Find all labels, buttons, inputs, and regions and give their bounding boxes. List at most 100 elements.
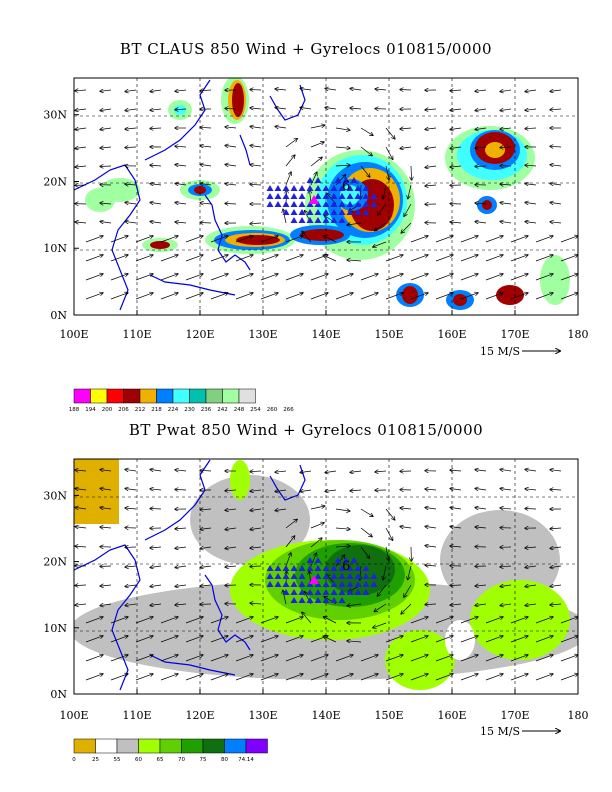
wind-arrow bbox=[235, 636, 253, 643]
gyre-triangle bbox=[338, 209, 346, 215]
lat-tick-label: 20N bbox=[43, 175, 67, 188]
wind-arrow bbox=[285, 274, 303, 281]
wind-arrow bbox=[385, 508, 395, 520]
gyre-triangle bbox=[290, 193, 298, 199]
colorbar-swatch bbox=[205, 388, 223, 404]
colorbar-top: 188 194 200 206 212 218 224 230 236 242 248 254 260 2… bbox=[69, 388, 294, 413]
wind-arrow bbox=[275, 126, 287, 128]
gyre-triangle bbox=[290, 589, 298, 595]
wind-arrow bbox=[385, 127, 395, 139]
gyre-triangle bbox=[274, 201, 282, 207]
wind-arrow bbox=[450, 507, 462, 509]
lon-tick-label: 130E bbox=[248, 709, 277, 722]
wind-arrow bbox=[525, 489, 537, 490]
wind-arrow bbox=[310, 157, 322, 167]
wind-arrow bbox=[378, 203, 387, 215]
wind-arrow bbox=[100, 585, 112, 586]
wind-arrow bbox=[75, 546, 87, 547]
wind-arrow bbox=[275, 509, 287, 511]
gyre-triangle bbox=[282, 573, 290, 579]
wind-arrow bbox=[485, 255, 503, 262]
wind-arrow bbox=[535, 255, 553, 262]
gyre-triangle bbox=[282, 185, 290, 191]
wind-arrow bbox=[360, 508, 373, 516]
wind-arrow bbox=[175, 566, 187, 568]
wind-arrow bbox=[125, 489, 137, 491]
wind-arrow bbox=[150, 165, 162, 166]
wind-arrow bbox=[225, 127, 237, 128]
wind-arrow bbox=[335, 509, 350, 511]
wind-arrow bbox=[200, 547, 212, 549]
wind-arrow bbox=[285, 172, 291, 186]
wind-arrow bbox=[285, 293, 303, 300]
gyre-triangle bbox=[342, 557, 350, 563]
gyre-triangle bbox=[298, 589, 306, 595]
wind-arrow bbox=[235, 293, 253, 300]
gyre-triangle bbox=[346, 573, 354, 579]
wind-arrow bbox=[335, 546, 350, 547]
wind-arrow bbox=[110, 274, 128, 281]
gyre-triangle bbox=[338, 193, 346, 199]
gyre-triangle bbox=[282, 581, 290, 587]
wind-arrow bbox=[250, 603, 262, 604]
gyre-triangle bbox=[322, 565, 330, 571]
wind-arrow bbox=[175, 109, 187, 110]
gyre-triangle bbox=[266, 201, 274, 207]
wind-arrow bbox=[100, 566, 112, 567]
wind-arrow bbox=[260, 655, 278, 662]
gyre-triangle bbox=[346, 581, 354, 587]
gyre-triangle bbox=[266, 565, 274, 571]
wind-arrow bbox=[560, 636, 578, 643]
colorbar-bottom: 0 25 55 60 65 70 75 80 74.14 bbox=[72, 738, 268, 763]
wind-arrow bbox=[185, 236, 203, 243]
gyre-triangle bbox=[298, 217, 306, 223]
vector-reference-top: 15 M/S bbox=[480, 345, 560, 358]
wind-arrow bbox=[310, 506, 325, 510]
wind-arrow bbox=[135, 274, 153, 281]
wind-arrow bbox=[535, 236, 553, 243]
wind-arrow bbox=[200, 470, 212, 471]
wind-arrow bbox=[500, 508, 512, 509]
gyre-triangle bbox=[298, 201, 306, 207]
wind-arrow bbox=[175, 604, 187, 605]
gyre-triangle bbox=[298, 597, 306, 603]
wind-arrow bbox=[85, 255, 103, 262]
gyre-triangle bbox=[290, 597, 298, 603]
colorbar-swatch bbox=[159, 738, 182, 754]
wind-arrow bbox=[360, 274, 378, 281]
gyre-triangle bbox=[338, 201, 346, 207]
wind-arrow bbox=[335, 528, 350, 529]
wind-arrow bbox=[510, 293, 528, 300]
wind-arrow bbox=[335, 655, 353, 662]
gyre-triangle bbox=[330, 565, 338, 571]
wind-arrow bbox=[302, 231, 312, 243]
wind-arrow bbox=[185, 293, 203, 300]
gyre-triangle bbox=[266, 573, 274, 579]
wind-arrow bbox=[475, 527, 487, 528]
wind-arrow bbox=[110, 236, 128, 243]
wind-arrow bbox=[383, 184, 387, 199]
wind-arrow bbox=[285, 236, 303, 243]
wind-arrow bbox=[373, 241, 387, 247]
lon-tick-label: 120E bbox=[185, 709, 214, 722]
gyre-triangle bbox=[354, 209, 362, 215]
bottom-panel-title: BT Pwat 850 Wind + Gyrelocs 010815/0000 bbox=[128, 421, 484, 439]
gyre-triangle bbox=[306, 217, 314, 223]
gyre-triangle bbox=[298, 573, 306, 579]
wind-arrow bbox=[135, 674, 153, 681]
wind-arrow bbox=[525, 509, 537, 510]
wind-arrow bbox=[200, 203, 212, 204]
wind-arrow bbox=[500, 604, 512, 606]
wind-arrow bbox=[75, 604, 87, 605]
gyre-triangle bbox=[314, 573, 322, 579]
wind-arrow bbox=[150, 202, 162, 204]
wind-arrow bbox=[485, 274, 503, 281]
wind-arrow bbox=[210, 274, 228, 281]
gyre-triangle bbox=[346, 201, 354, 207]
wind-arrow bbox=[185, 674, 203, 681]
wind-arrow bbox=[385, 546, 389, 561]
wind-arrow bbox=[285, 655, 303, 662]
wind-arrow bbox=[360, 655, 378, 662]
wind-arrow bbox=[485, 655, 503, 662]
wind-arrow bbox=[225, 203, 237, 204]
